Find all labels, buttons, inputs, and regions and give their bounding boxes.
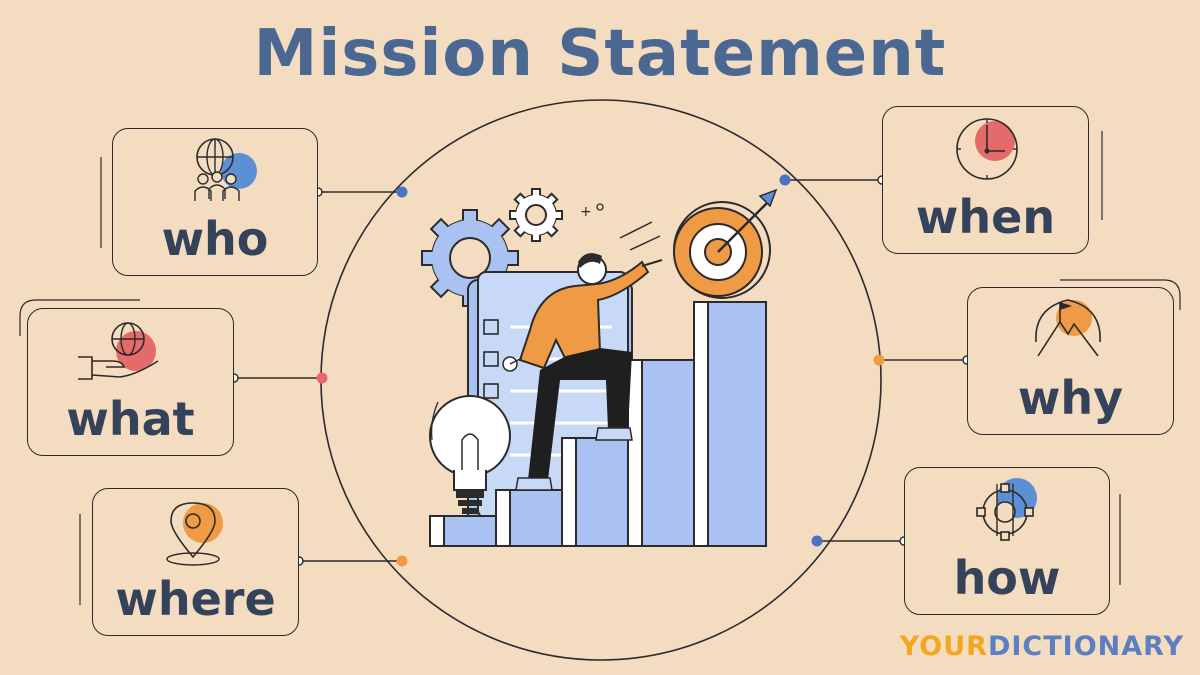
node-why: [873, 354, 885, 366]
card-label-what: what: [66, 392, 195, 446]
card-who: who: [112, 128, 318, 276]
globe-people-icon: [194, 138, 257, 201]
target-icon: [619, 188, 778, 299]
node-who: [396, 186, 408, 198]
card-when: when: [882, 106, 1089, 254]
location-pin-icon: [166, 502, 223, 566]
card-label-why: why: [1017, 371, 1124, 425]
gear-wrench-icon: [976, 478, 1037, 541]
climbing-person: [502, 253, 663, 491]
brand-logo: YOURDICTIONARY: [900, 631, 1184, 663]
card-label-where: where: [115, 572, 276, 626]
brand-logo-dictionary: DICTIONARY: [987, 631, 1184, 662]
node-how: [811, 535, 823, 547]
gear-small-icon: [509, 188, 563, 242]
bar-steps: [429, 301, 767, 547]
card-how: how: [904, 467, 1110, 615]
card-where: where: [92, 488, 299, 636]
brand-logo-your: YOUR: [899, 631, 988, 662]
light-bulb-icon: [429, 395, 511, 514]
card-label-how: how: [953, 551, 1061, 605]
card-label-who: who: [161, 212, 269, 266]
page-title: Mission Statement: [253, 17, 947, 91]
node-where: [396, 555, 408, 567]
card-what: what: [27, 308, 234, 456]
card-label-when: when: [915, 190, 1056, 244]
node-when: [779, 174, 791, 186]
hand-globe-icon: [78, 322, 159, 380]
svg-text:+: +: [580, 204, 592, 220]
mountain-flag-icon: [1035, 299, 1101, 357]
card-why: why: [967, 287, 1174, 435]
clock-icon: [956, 118, 1018, 180]
node-what: [316, 372, 328, 384]
